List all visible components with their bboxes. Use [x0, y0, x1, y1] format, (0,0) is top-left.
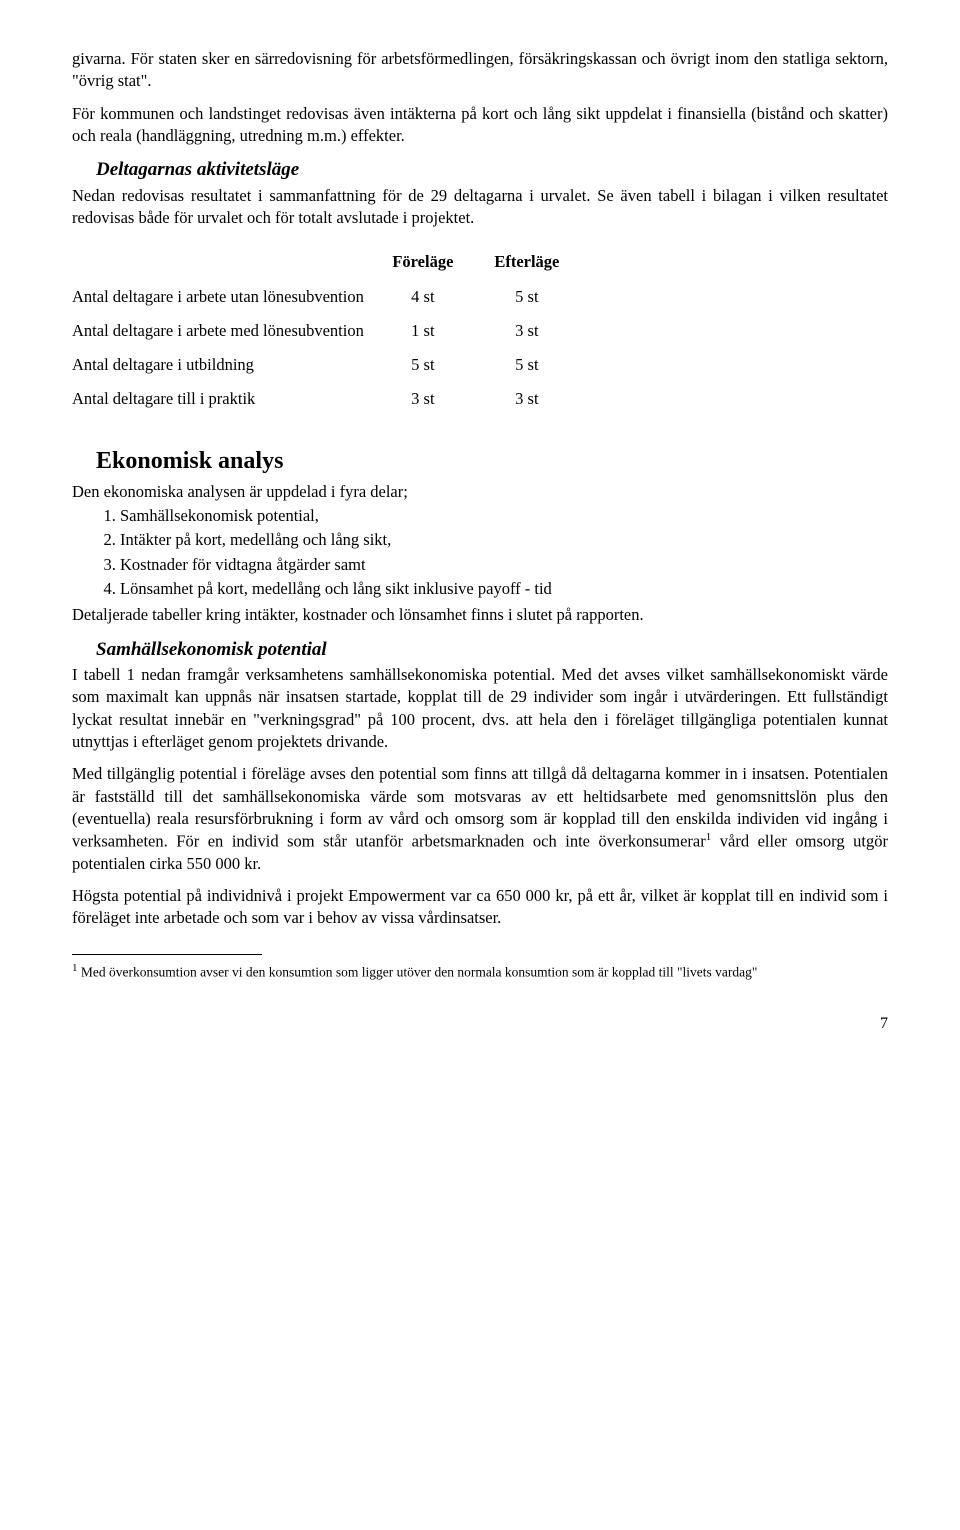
table-cell-fore: 1 st: [378, 314, 482, 348]
table-cell-efter: 5 st: [482, 280, 586, 314]
table-row: Antal deltagare i arbete utan lönesubven…: [72, 280, 586, 314]
table-cell-label: Antal deltagare till i praktik: [72, 382, 378, 416]
heading-ekonomisk: Ekonomisk analys: [96, 445, 888, 477]
potential-paragraph-1: I tabell 1 nedan framgår verksamhetens s…: [72, 664, 888, 753]
table-cell-fore: 3 st: [378, 382, 482, 416]
table-row: Antal deltagare i arbete med lönesubvent…: [72, 314, 586, 348]
table-cell-fore: 4 st: [378, 280, 482, 314]
potential-paragraph-3: Högsta potential på individnivå i projek…: [72, 885, 888, 930]
table-cell-label: Antal deltagare i arbete utan lönesubven…: [72, 280, 378, 314]
section-heading-potential: Samhällsekonomisk potential: [96, 637, 888, 663]
page-number: 7: [72, 1013, 888, 1035]
footnote-text: 1 Med överkonsumtion avser vi den konsum…: [72, 961, 888, 981]
table-cell-label: Antal deltagare i utbildning: [72, 348, 378, 382]
footnote-body: Med överkonsumtion avser vi den konsumti…: [78, 964, 758, 979]
footnote-rule: [72, 954, 262, 955]
list-item: Lönsamhet på kort, medellång och lång si…: [120, 578, 888, 600]
table-cell-efter: 5 st: [482, 348, 586, 382]
table-cell-efter: 3 st: [482, 382, 586, 416]
list-item: Samhällsekonomisk potential,: [120, 505, 888, 527]
section-heading-aktivitet: Deltagarnas aktivitetsläge: [96, 157, 888, 183]
table-col-efterlage: Efterläge: [482, 245, 586, 279]
table-cell-fore: 5 st: [378, 348, 482, 382]
list-item: Intäkter på kort, medellång och lång sik…: [120, 529, 888, 551]
table-row: Antal deltagare i utbildning 5 st 5 st: [72, 348, 586, 382]
aktivitet-table: Föreläge Efterläge Antal deltagare i arb…: [72, 245, 586, 416]
ekonomisk-list: Samhällsekonomisk potential, Intäkter på…: [72, 505, 888, 600]
ekonomisk-intro: Den ekonomiska analysen är uppdelad i fy…: [72, 481, 888, 503]
table-row: Antal deltagare till i praktik 3 st 3 st: [72, 382, 586, 416]
potential-paragraph-2: Med tillgänglig potential i föreläge avs…: [72, 763, 888, 875]
table-cell-efter: 3 st: [482, 314, 586, 348]
aktivitet-paragraph: Nedan redovisas resultatet i sammanfattn…: [72, 185, 888, 230]
table-empty-header: [72, 245, 378, 279]
table-col-forelage: Föreläge: [378, 245, 482, 279]
ekonomisk-after: Detaljerade tabeller kring intäkter, kos…: [72, 604, 888, 626]
list-item: Kostnader för vidtagna åtgärder samt: [120, 554, 888, 576]
intro-paragraph-2: För kommunen och landstinget redovisas ä…: [72, 103, 888, 148]
intro-paragraph-1: givarna. För staten sker en särredovisni…: [72, 48, 888, 93]
table-header-row: Föreläge Efterläge: [72, 245, 586, 279]
table-cell-label: Antal deltagare i arbete med lönesubvent…: [72, 314, 378, 348]
